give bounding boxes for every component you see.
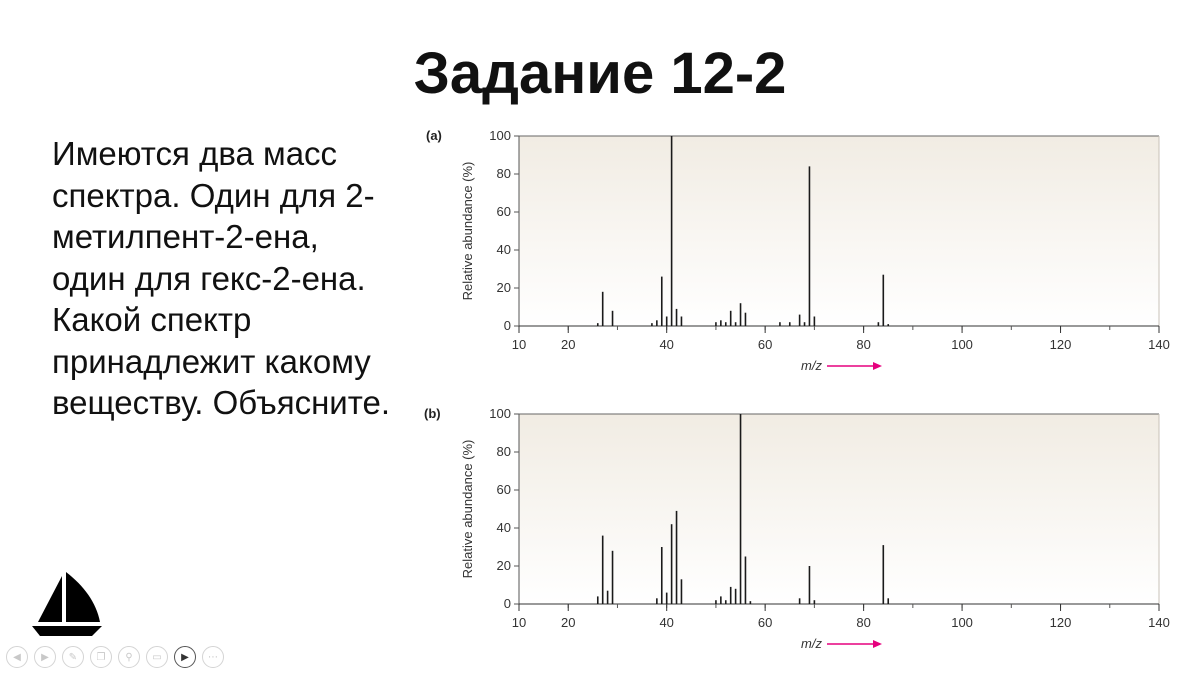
question-line: веществу. Объясните. <box>52 384 390 421</box>
x-axis-label: m/z <box>801 636 822 651</box>
question-line: спектра. Один для 2- <box>52 176 375 214</box>
x-tick-label: 20 <box>561 615 575 630</box>
panel-label-a: (a) <box>426 128 442 143</box>
question-text: Имеются два масс спектра. Один для 2- ме… <box>52 133 412 424</box>
mass-spectrum-b: 0 20 40 60 80 100 10 20 40 60 80 100 120 140 Relative … <box>460 406 1170 651</box>
x-axis-arrowhead <box>873 640 882 648</box>
y-axis-label: Relative abundance (%) <box>460 440 475 579</box>
x-axis-label: m/z <box>801 358 822 373</box>
question-line: Имеются два масс <box>52 135 338 172</box>
prev-icon[interactable]: ◀ <box>6 646 28 668</box>
question-line: метилпент-2-ена, <box>52 218 319 255</box>
plot-area <box>519 136 1159 326</box>
y-tick-label: 60 <box>497 204 511 219</box>
subtitles-icon[interactable]: ▭ <box>146 646 168 668</box>
y-tick-label: 80 <box>497 444 511 459</box>
slide-title: Задание 12-2 <box>413 41 787 106</box>
y-tick-label: 100 <box>489 406 511 421</box>
question-line: Какой спектр <box>52 301 252 338</box>
presentation-controls: ◀ ▶ ✎ ❐ ⚲ ▭ ▶ ⋯ <box>6 646 224 668</box>
x-tick-label: 60 <box>758 337 772 352</box>
next-icon[interactable]: ▶ <box>34 646 56 668</box>
x-tick-label: 100 <box>951 615 973 630</box>
x-tick-label: 100 <box>951 337 973 352</box>
x-tick-label: 40 <box>659 615 673 630</box>
y-axis-label: Relative abundance (%) <box>460 162 475 301</box>
x-tick-label: 40 <box>659 337 673 352</box>
x-tick-label: 120 <box>1050 337 1072 352</box>
x-tick-label: 140 <box>1148 337 1170 352</box>
copy-icon[interactable]: ❐ <box>90 646 112 668</box>
zoom-icon[interactable]: ⚲ <box>118 646 140 668</box>
plot-area <box>519 414 1159 604</box>
more-icon[interactable]: ⋯ <box>202 646 224 668</box>
y-tick-label: 60 <box>497 482 511 497</box>
video-icon[interactable]: ▶ <box>174 646 196 668</box>
y-tick-label: 40 <box>497 520 511 535</box>
y-tick-label: 100 <box>489 128 511 143</box>
x-tick-label: 140 <box>1148 615 1170 630</box>
sailboat-icon <box>32 572 102 636</box>
question-line: принадлежит какому <box>52 342 371 380</box>
y-tick-label: 20 <box>497 558 511 573</box>
x-tick-label: 10 <box>512 337 526 352</box>
question-line: один для гекс-2-ена. <box>52 259 366 297</box>
x-tick-label: 10 <box>512 615 526 630</box>
y-tick-label: 20 <box>497 280 511 295</box>
x-tick-label: 20 <box>561 337 575 352</box>
x-tick-label: 80 <box>856 337 870 352</box>
y-tick-label: 80 <box>497 166 511 181</box>
y-tick-label: 0 <box>504 596 511 611</box>
x-axis-arrowhead <box>873 362 882 370</box>
x-tick-label: 120 <box>1050 615 1072 630</box>
panel-label-b: (b) <box>424 406 441 421</box>
mass-spectrum-a: 0 20 40 60 80 100 10 20 40 60 80 100 120 140 Relative … <box>460 128 1170 373</box>
pen-icon[interactable]: ✎ <box>62 646 84 668</box>
y-tick-label: 0 <box>504 318 511 333</box>
x-tick-label: 60 <box>758 615 772 630</box>
x-tick-label: 80 <box>856 615 870 630</box>
y-tick-label: 40 <box>497 242 511 257</box>
